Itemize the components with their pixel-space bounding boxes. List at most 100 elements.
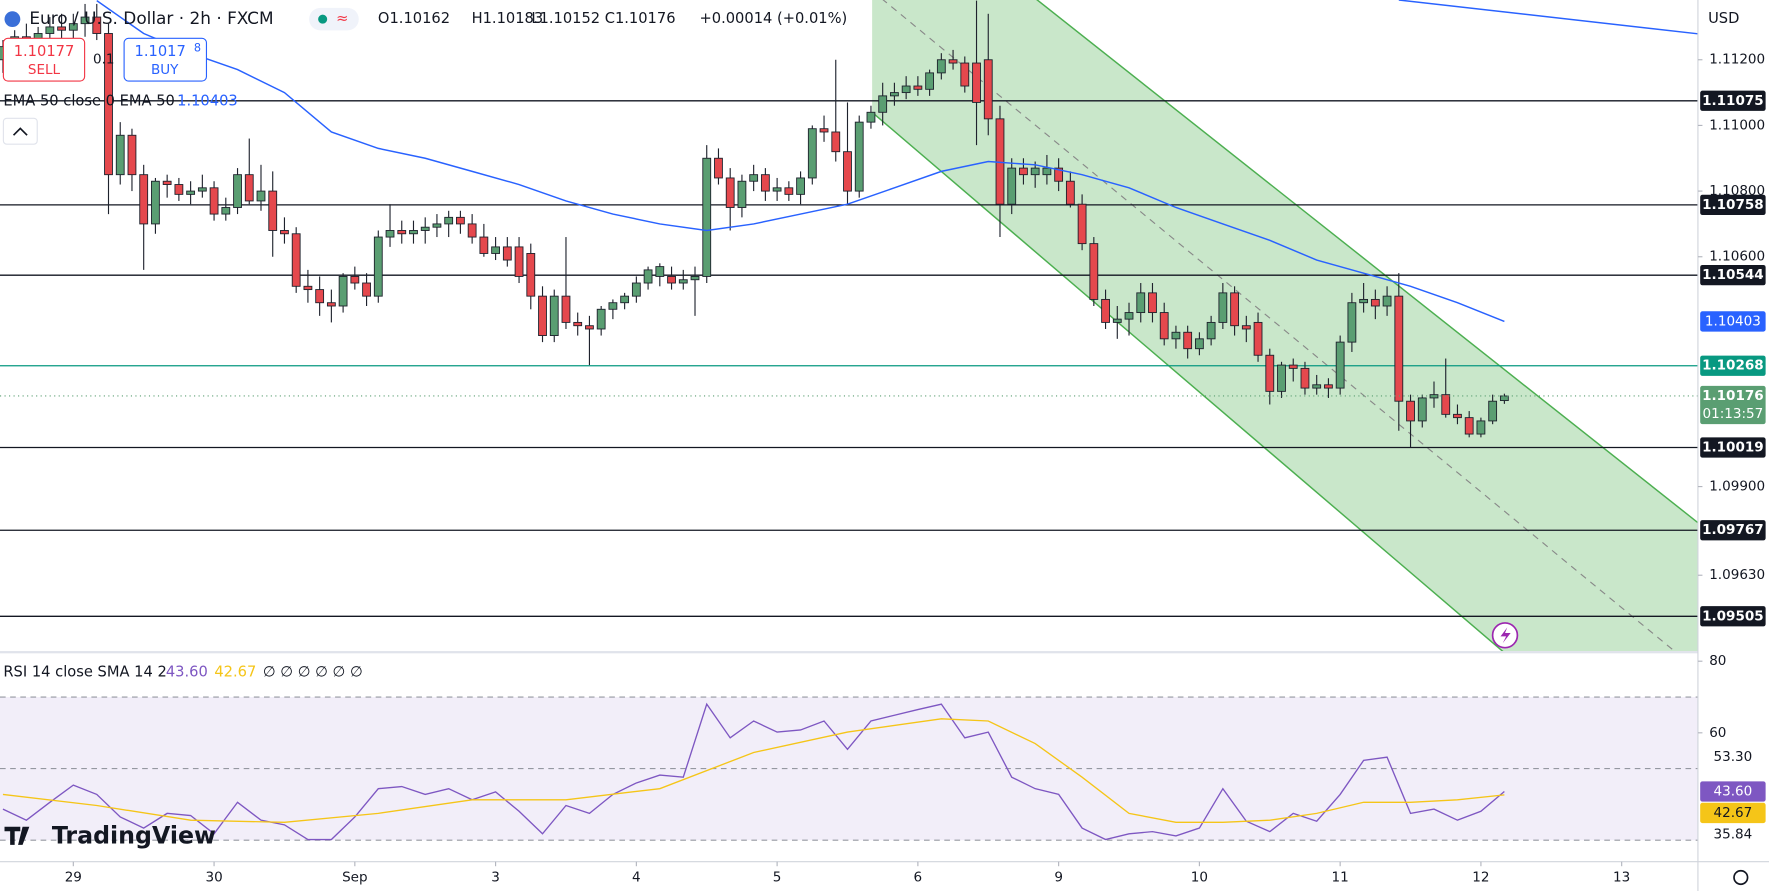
candle-body: [1089, 243, 1099, 300]
candle-body: [409, 230, 418, 235]
candle-body: [373, 236, 383, 297]
alert-bolt[interactable]: [1500, 627, 1511, 644]
y-tick-label: 1.10600: [1709, 249, 1765, 265]
candle-body: [1382, 295, 1392, 307]
candle-body: [350, 276, 360, 284]
candle-body: [526, 253, 536, 297]
channel-middle: [882, 0, 1676, 652]
sell-price[interactable]: 1.10177: [14, 43, 75, 60]
x-tick-label: 11: [1332, 869, 1349, 885]
channel-upper: [1036, 0, 1698, 524]
candle-body: [162, 180, 172, 185]
x-tick-label: 9: [1054, 869, 1063, 885]
level-tag-label: 1.10544: [1702, 267, 1764, 283]
x-tick-label: Sep: [342, 869, 368, 885]
ema-tag-label: 1.10403: [1705, 313, 1761, 329]
level-tag: [1700, 90, 1766, 111]
candle-body: [948, 59, 958, 64]
candle-body: [737, 180, 747, 208]
candle-body: [702, 157, 712, 277]
candle-body: [1007, 167, 1017, 205]
ohlc-high: H1.10183: [472, 10, 544, 27]
market-open-dot: [318, 14, 328, 24]
candle-body: [197, 187, 207, 192]
candle-body: [233, 174, 242, 208]
buy-box[interactable]: [123, 37, 208, 82]
candle-body: [1206, 321, 1216, 340]
time-axis: 29 30 Sep 3 4 5 6 9 10 11 12 13: [65, 861, 1630, 885]
y-tick-label: 1.09900: [1709, 479, 1765, 495]
x-tick-label: 5: [773, 869, 782, 885]
y-tick-label: 1.11000: [1709, 117, 1765, 133]
long-ema-line: [1398, 0, 1698, 35]
y-tick-label: 1.09630: [1709, 567, 1765, 583]
level-tag: [1700, 437, 1766, 458]
x-tick-label: 3: [491, 869, 500, 885]
rsi-line: [2, 702, 1505, 841]
candle-body: [667, 276, 676, 284]
candle-body: [1124, 312, 1134, 320]
x-tick-label: 6: [914, 869, 923, 885]
candle-body: [1148, 292, 1157, 314]
candle-body: [831, 131, 841, 153]
candle-body: [772, 187, 782, 192]
candle-body: [385, 230, 395, 238]
candle-body: [913, 85, 923, 90]
logo-mark: [4, 826, 30, 845]
candle-body: [1499, 395, 1509, 402]
settings-icon[interactable]: [1733, 869, 1749, 886]
rsi-tag-label: 35.84: [1714, 826, 1753, 842]
candle-body: [631, 282, 641, 297]
candle-body: [80, 16, 90, 25]
buy-price[interactable]: 1.1017: [135, 43, 186, 60]
candle-body: [1265, 354, 1275, 392]
main-pane: [0, 0, 1698, 652]
candle-body: [256, 190, 266, 202]
candle-body: [796, 177, 805, 195]
ema-line: [96, 0, 1505, 323]
x-tick-label: 12: [1472, 869, 1489, 885]
sell-button[interactable]: 1.10177 SELL: [2, 37, 86, 82]
candle-body: [690, 276, 700, 281]
candle-body: [1065, 180, 1075, 205]
rsi-legend: RSI 14 close SMA 14 2: [3, 663, 166, 680]
buy-button[interactable]: 1.1017 8 BUY: [123, 37, 208, 82]
level-tag-label: 1.11075: [1702, 93, 1764, 109]
candle-body: [1183, 331, 1193, 350]
candle-body: [174, 184, 184, 195]
candle-body: [1335, 341, 1345, 389]
candle-body: [890, 92, 899, 97]
candle-body: [1324, 384, 1333, 389]
candle-body: [1171, 331, 1181, 340]
collapse-icon[interactable]: [12, 127, 28, 136]
candle-body: [1417, 397, 1427, 422]
candle-body: [901, 85, 911, 94]
sell-label[interactable]: SELL: [28, 62, 61, 78]
rsi-tag: [1700, 802, 1766, 824]
candle-body: [678, 279, 688, 284]
sell-box[interactable]: [2, 37, 86, 82]
candle-body: [819, 128, 829, 133]
candle-body: [268, 190, 278, 231]
price-tag-label: 1.10176: [1702, 388, 1764, 404]
candle-body: [397, 230, 407, 235]
candle-body: [983, 59, 993, 120]
rsi-tag-label: 42.67: [1714, 805, 1753, 821]
candle-body: [1277, 364, 1286, 392]
level-tag: [1700, 355, 1766, 376]
candle-body: [608, 302, 618, 310]
candle-body: [1488, 400, 1498, 422]
x-tick-label: 13: [1613, 869, 1630, 885]
candle-body: [326, 302, 336, 307]
ohlc-low: L1.10152: [531, 10, 600, 27]
buy-label[interactable]: BUY: [151, 62, 179, 78]
countdown: 01:13:57: [1703, 406, 1764, 422]
candle-body: [549, 295, 559, 337]
collapse-button[interactable]: [2, 117, 38, 145]
y-tick-label: 1.11200: [1709, 52, 1765, 68]
currency[interactable]: USD: [1708, 10, 1739, 27]
buy-pip[interactable]: 8: [194, 41, 201, 54]
candle-body: [186, 190, 196, 195]
candle-body: [1476, 420, 1486, 435]
